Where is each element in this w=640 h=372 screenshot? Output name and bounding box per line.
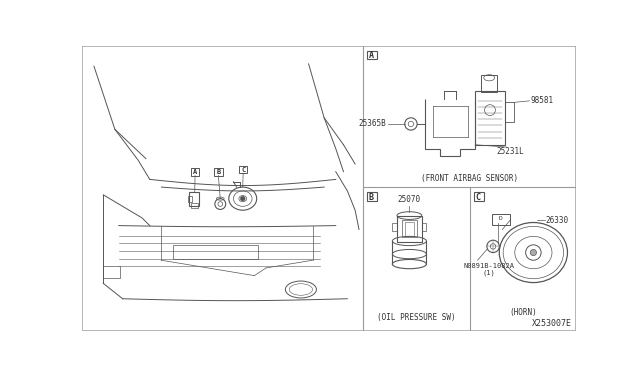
Text: B: B xyxy=(216,169,220,175)
Bar xyxy=(505,102,514,122)
Text: A: A xyxy=(193,169,197,175)
Text: (HORN): (HORN) xyxy=(509,308,537,317)
Text: X253007E: X253007E xyxy=(532,319,572,328)
Bar xyxy=(189,192,199,206)
Bar xyxy=(103,266,120,278)
Bar xyxy=(191,203,198,208)
Text: 98581: 98581 xyxy=(531,96,554,105)
Circle shape xyxy=(241,196,245,201)
Bar xyxy=(476,91,505,145)
Bar xyxy=(173,245,259,259)
Bar xyxy=(422,223,426,231)
Text: N0891B-1082A: N0891B-1082A xyxy=(464,263,515,269)
Bar xyxy=(402,220,417,237)
Bar xyxy=(392,223,397,231)
Bar xyxy=(397,216,422,242)
Text: 25365B: 25365B xyxy=(358,119,386,128)
Text: 26330: 26330 xyxy=(546,216,569,225)
Text: A: A xyxy=(369,51,374,60)
Text: (FRONT AIRBAG SENSOR): (FRONT AIRBAG SENSOR) xyxy=(421,174,518,183)
Text: B: B xyxy=(369,193,374,202)
Bar xyxy=(188,196,191,202)
Circle shape xyxy=(531,250,536,256)
Text: C: C xyxy=(241,167,245,173)
Text: (OIL PRESSURE SW): (OIL PRESSURE SW) xyxy=(377,314,456,323)
Text: 25070: 25070 xyxy=(398,196,421,205)
Text: D: D xyxy=(499,216,502,221)
Bar xyxy=(404,222,414,235)
Text: 25231L: 25231L xyxy=(496,147,524,156)
Text: C: C xyxy=(476,193,481,202)
Bar xyxy=(481,76,497,92)
Text: (1): (1) xyxy=(483,269,495,276)
Bar xyxy=(492,214,510,225)
